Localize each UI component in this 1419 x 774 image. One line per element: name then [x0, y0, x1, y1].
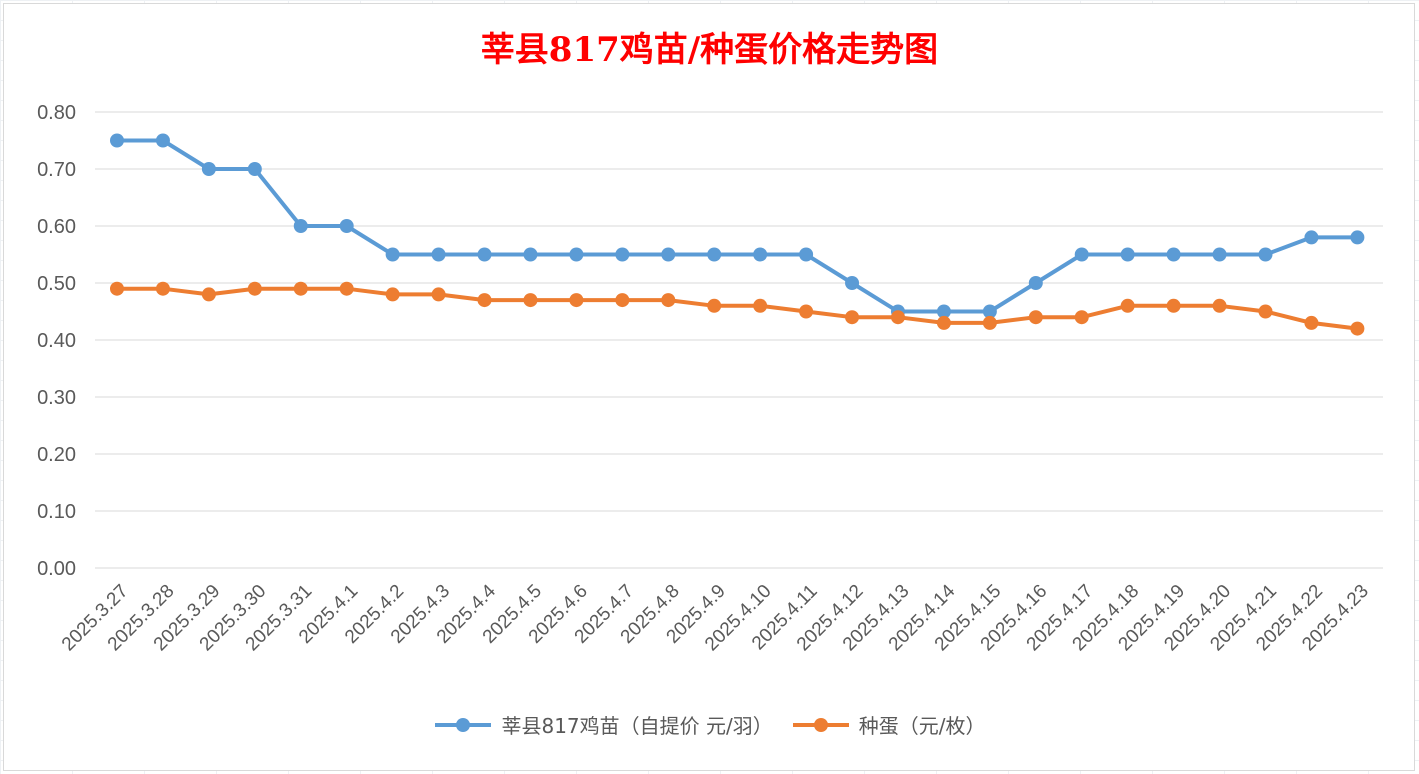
y-tick-label: 0.70 — [37, 159, 76, 181]
data-point-0[interactable] — [385, 247, 400, 262]
data-point-0[interactable] — [1166, 247, 1181, 262]
data-point-1[interactable] — [523, 293, 538, 308]
data-point-0[interactable] — [1120, 247, 1135, 262]
data-point-0[interactable] — [247, 162, 262, 176]
chart-area[interactable] — [3, 3, 1415, 771]
data-point-0[interactable] — [477, 247, 492, 262]
y-tick-label: 0.30 — [37, 387, 76, 409]
data-point-0[interactable] — [1350, 230, 1365, 245]
data-point-0[interactable] — [1212, 247, 1227, 262]
data-point-1[interactable] — [1350, 321, 1365, 336]
data-point-1[interactable] — [661, 293, 676, 308]
data-point-1[interactable] — [201, 287, 216, 302]
legend-swatch-chick — [435, 717, 492, 732]
data-point-1[interactable] — [1304, 315, 1319, 330]
data-point-1[interactable] — [339, 281, 354, 296]
data-point-0[interactable] — [339, 219, 354, 233]
chart-title: 莘县817鸡苗/种蛋价格走势图 — [480, 30, 939, 70]
data-point-0[interactable] — [293, 219, 308, 233]
data-point-0[interactable] — [110, 133, 124, 148]
data-point-0[interactable] — [661, 247, 676, 262]
y-tick-label: 0.80 — [37, 102, 76, 124]
data-point-0[interactable] — [431, 247, 446, 262]
data-point-1[interactable] — [845, 310, 860, 325]
y-tick-label: 0.20 — [37, 444, 76, 466]
data-point-1[interactable] — [1120, 298, 1135, 313]
legend-swatch-egg — [792, 717, 849, 732]
data-point-1[interactable] — [110, 281, 124, 296]
legend-item-egg[interactable]: 种蛋（元/枚） — [791, 710, 986, 739]
legend-label-egg: 种蛋（元/枚） — [858, 714, 986, 738]
data-point-0[interactable] — [845, 276, 860, 290]
data-point-0[interactable] — [201, 162, 216, 176]
data-point-1[interactable] — [431, 287, 446, 302]
data-point-1[interactable] — [1212, 298, 1227, 313]
series-line-0 — [117, 138, 1358, 314]
y-tick-label: 0.60 — [37, 216, 76, 238]
data-point-1[interactable] — [936, 315, 951, 330]
y-tick-label: 0.10 — [37, 501, 76, 523]
data-point-0[interactable] — [523, 247, 538, 262]
data-point-0[interactable] — [936, 304, 951, 319]
legend-label-chick: 莘县817鸡苗（自提价 元/羽） — [501, 714, 773, 738]
y-tick-label: 0.40 — [37, 330, 76, 352]
y-tick-label: 0.50 — [37, 273, 76, 295]
data-point-0[interactable] — [1028, 276, 1043, 290]
data-point-1[interactable] — [155, 281, 170, 296]
data-point-0[interactable] — [707, 247, 722, 262]
legend-item-chick[interactable]: 莘县817鸡苗（自提价 元/羽） — [433, 710, 773, 739]
data-point-1[interactable] — [982, 315, 997, 330]
legend: 莘县817鸡苗（自提价 元/羽） 种蛋（元/枚） — [0, 710, 1419, 739]
data-point-0[interactable] — [799, 247, 814, 262]
data-point-0[interactable] — [1074, 247, 1089, 262]
data-point-0[interactable] — [1258, 247, 1273, 262]
y-tick-label: 0.00 — [37, 558, 76, 580]
data-point-0[interactable] — [982, 304, 997, 319]
data-point-0[interactable] — [753, 247, 768, 262]
data-point-1[interactable] — [799, 304, 814, 319]
data-point-1[interactable] — [890, 310, 905, 325]
data-point-1[interactable] — [477, 293, 492, 308]
data-point-0[interactable] — [569, 247, 584, 262]
data-point-0[interactable] — [615, 247, 630, 262]
data-point-0[interactable] — [155, 133, 170, 148]
data-point-1[interactable] — [247, 281, 262, 296]
data-point-1[interactable] — [615, 293, 630, 308]
data-point-1[interactable] — [1028, 310, 1043, 325]
data-point-1[interactable] — [569, 293, 584, 308]
data-point-1[interactable] — [293, 281, 308, 296]
data-point-1[interactable] — [707, 298, 722, 313]
data-point-1[interactable] — [753, 298, 768, 313]
data-point-1[interactable] — [1166, 298, 1181, 313]
series-line-1 — [117, 286, 1358, 331]
data-point-1[interactable] — [385, 287, 400, 302]
data-point-1[interactable] — [1074, 310, 1089, 325]
data-point-1[interactable] — [1258, 304, 1273, 319]
data-point-0[interactable] — [1304, 230, 1319, 245]
